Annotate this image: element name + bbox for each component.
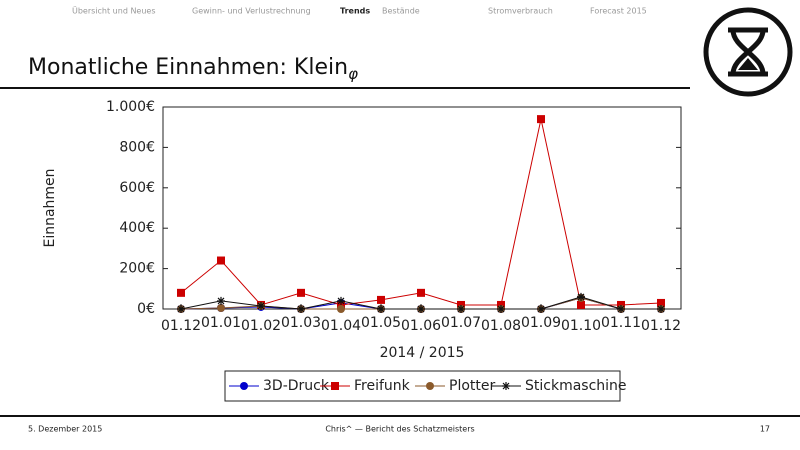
x-tick-label: 01.05: [361, 315, 401, 331]
y-tick-label: 800€: [119, 139, 155, 155]
x-tick-label: 01.08: [481, 318, 521, 334]
marker: [577, 292, 585, 301]
marker: [337, 300, 345, 309]
nav-bar: Übersicht und Neues Gewinn- und Verlustre…: [72, 6, 647, 16]
y-axis-label: Einnahmen: [42, 168, 58, 247]
x-tick-label: 01.02: [241, 318, 281, 334]
y-tick-label: 600€: [119, 180, 155, 196]
x-tick-label: 01.03: [281, 315, 321, 331]
y-tick-label: 1.000€: [106, 99, 155, 115]
y-tick-label: 0€: [137, 301, 155, 317]
marker: [217, 256, 225, 265]
x-tick-label: 01.09: [521, 315, 561, 331]
logo: [703, 7, 793, 97]
marker: [426, 382, 434, 390]
legend: 3D-Druck Freifunk Plotter Stickmaschine: [224, 370, 627, 402]
marker: [337, 296, 345, 305]
marker: [537, 305, 545, 313]
x-tick-label: 01.04: [321, 318, 361, 334]
y-tick-label: 400€: [119, 220, 155, 236]
marker: [497, 300, 505, 309]
legend-label: 3D-Druck: [263, 378, 330, 394]
marker: [577, 300, 585, 309]
nav-item: Stromverbrauch: [488, 7, 553, 16]
marker: [457, 300, 465, 309]
marker: [657, 298, 665, 307]
chart: 0€200€400€600€800€1.000€01.12 01.01 01.02 0…: [42, 99, 682, 402]
marker: [417, 305, 425, 313]
plot-frame: [162, 106, 682, 310]
series-line: [180, 119, 662, 306]
nav-item: Bestände: [382, 7, 420, 16]
x-tick-label: 01.01: [201, 315, 241, 331]
legend-label: Stickmaschine: [525, 378, 627, 394]
y-tick-label: 200€: [119, 261, 155, 277]
marker: [457, 305, 465, 313]
nav-item: Trends: [340, 7, 370, 16]
marker: [502, 382, 510, 390]
marker: [497, 305, 505, 313]
x-axis-label: 2014 / 2015: [380, 345, 465, 361]
x-tick-label: 01.12: [161, 318, 201, 334]
marker: [217, 303, 225, 312]
title-text: Monatliche Einnahmen: Klein: [28, 55, 348, 80]
x-tick-label: 01.06: [401, 318, 441, 334]
nav-item: Übersicht und Neues: [72, 6, 156, 16]
marker: [331, 382, 339, 390]
footer-page: 17: [760, 425, 770, 434]
slide-title: Monatliche Einnahmen: Kleinφ: [28, 55, 358, 83]
marker: [617, 305, 625, 313]
nav-item: Gewinn- und Verlustrechnung: [192, 7, 311, 16]
marker: [417, 288, 425, 297]
marker: [177, 305, 185, 313]
marker: [257, 301, 265, 310]
marker: [297, 305, 305, 313]
marker: [337, 305, 345, 313]
marker: [657, 305, 665, 313]
marker: [217, 296, 225, 305]
x-tick-label: 01.12: [641, 318, 681, 334]
x-tick-label: 01.10: [561, 318, 601, 334]
marker: [377, 295, 385, 304]
marker: [617, 300, 625, 309]
marker: [297, 288, 305, 297]
legend-label: Freifunk: [354, 378, 411, 394]
marker: [537, 115, 545, 124]
legend-label: Plotter: [449, 378, 495, 394]
footer-author: Chris^ — Bericht des Schatzmeisters: [325, 425, 474, 434]
nav-item: Forecast 2015: [590, 7, 647, 16]
title-subscript: φ: [348, 65, 358, 83]
x-tick-label: 01.11: [601, 315, 641, 331]
x-tick-label: 01.07: [441, 315, 481, 331]
footer-date: 5. Dezember 2015: [28, 425, 102, 434]
marker: [177, 288, 185, 297]
marker: [240, 382, 248, 390]
marker: [377, 305, 385, 313]
